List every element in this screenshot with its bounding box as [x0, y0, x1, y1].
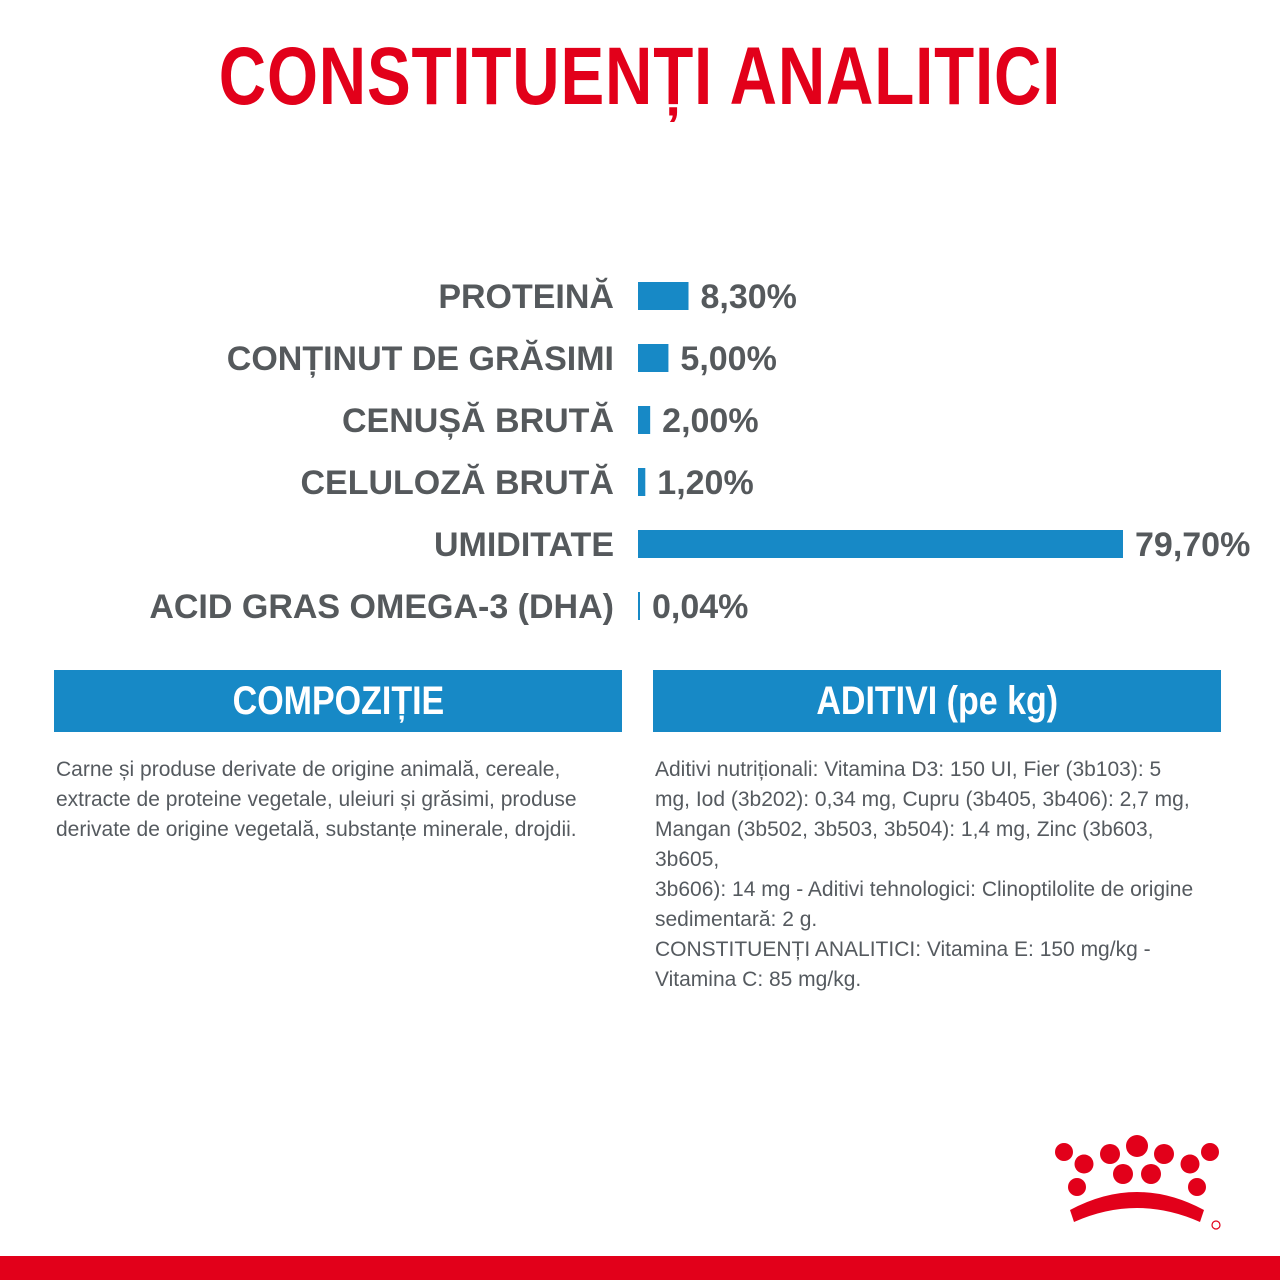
category-label: CELULOZĂ BRUTĂ	[300, 464, 614, 502]
category-label: UMIDITATE	[434, 526, 614, 564]
category-label: PROTEINĂ	[438, 278, 614, 316]
category-label: CONȚINUT DE GRĂSIMI	[227, 340, 614, 378]
additives-text: Aditivi nutriționali: Vitamina D3: 150 U…	[655, 755, 1221, 995]
composition-line: derivate de origine vegetală, substanțe …	[56, 818, 577, 841]
value-label: 8,30%	[701, 278, 797, 316]
composition-header: COMPOZIȚIE	[54, 670, 622, 732]
bar	[638, 592, 640, 620]
royal-canin-crown-icon	[1055, 1135, 1221, 1230]
additives-line: Vitamina C: 85 mg/kg.	[655, 968, 862, 991]
analytical-constituents-chart: PROTEINĂ 8,30% CONȚINUT DE GRĂSIMI 5,00% CEN…	[149, 278, 1250, 626]
additives-line: Mangan (3b502, 3b503, 3b504): 1,4 mg, Zi…	[655, 818, 1154, 871]
composition-line: Carne și produse derivate de origine ani…	[56, 758, 561, 781]
bar	[638, 468, 646, 496]
additives-header: ADITIVI (pe kg)	[653, 670, 1221, 732]
value-label: 1,20%	[657, 464, 753, 502]
additives-line: CONSTITUENȚI ANALITICI: Vitamina E: 150 …	[655, 938, 1151, 961]
additives-line: Aditivi nutriționali: Vitamina D3: 150 U…	[655, 758, 1162, 781]
value-label: 0,04%	[652, 588, 748, 626]
composition-text: Carne și produse derivate de origine ani…	[56, 755, 622, 845]
additives-line: mg, Iod (3b202): 0,34 mg, Cupru (3b405, …	[655, 788, 1190, 811]
bar	[638, 344, 669, 372]
page-title: CONSTITUENȚI ANALITICI	[218, 31, 1062, 122]
additives-line: 3b606): 14 mg - Aditivi tehnologici: Cli…	[655, 878, 1194, 901]
value-label: 5,00%	[680, 340, 776, 378]
bar	[638, 282, 689, 310]
bar	[638, 530, 1123, 558]
composition-line: extracte de proteine vegetale, uleiuri ș…	[56, 788, 577, 811]
value-label: 2,00%	[662, 402, 758, 440]
bar	[638, 406, 651, 434]
category-label: ACID GRAS OMEGA-3 (DHA)	[149, 588, 614, 626]
category-label: CENUȘĂ BRUTĂ	[342, 402, 614, 440]
bottom-red-bar	[0, 1256, 1280, 1280]
additives-line: sedimentară: 2 g.	[655, 908, 818, 931]
value-label: 79,70%	[1135, 526, 1250, 564]
